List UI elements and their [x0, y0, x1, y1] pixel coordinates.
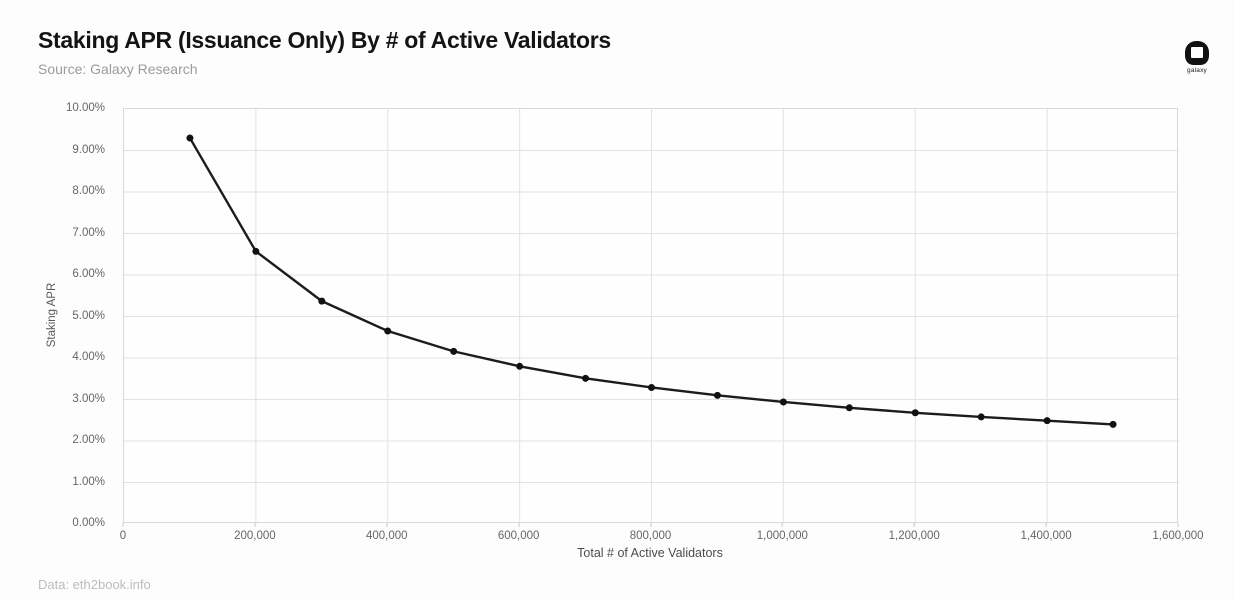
data-point-marker	[713, 391, 721, 399]
data-point-marker	[582, 374, 590, 382]
data-point-marker	[516, 362, 524, 370]
y-tick-label: 9.00%	[72, 143, 105, 156]
data-point-marker	[384, 327, 392, 335]
x-axis-title: Total # of Active Validators	[577, 546, 723, 560]
x-tick-label: 1,200,000	[888, 530, 940, 542]
x-tick-mark	[650, 523, 651, 527]
y-tick-label: 4.00%	[72, 351, 105, 363]
data-point-marker	[911, 409, 919, 417]
data-point-marker	[252, 247, 260, 255]
x-tick-mark	[781, 523, 783, 527]
x-tick-mark	[1045, 523, 1047, 527]
x-tick-label: 800,000	[629, 530, 672, 542]
data-point-marker	[1109, 420, 1117, 428]
x-axis-tick-labels: 0 200,000 400,000 600,000 800,000 1,000,000 1,…	[119, 523, 1204, 547]
x-tick-mark	[386, 523, 388, 527]
data-point-marker	[318, 297, 326, 305]
data-point-markers	[186, 134, 1117, 428]
y-tick-label: 6.00%	[72, 268, 105, 280]
data-point-marker	[845, 404, 853, 412]
x-tick-label: 200,000	[234, 530, 276, 542]
galaxy-logo: galaxy	[1182, 41, 1212, 74]
x-tick-label: 1,000,000	[756, 530, 808, 542]
data-point-marker	[450, 347, 458, 355]
galaxy-logo-icon	[1185, 41, 1209, 65]
data-source-note: Data: eth2book.info	[38, 577, 151, 592]
x-tick-mark	[913, 523, 915, 527]
x-tick-label: 600,000	[497, 530, 540, 542]
chart-title: Staking APR (Issuance Only) By # of Acti…	[38, 27, 611, 53]
y-tick-label: 10.00%	[65, 102, 105, 114]
y-tick-label: 8.00%	[72, 185, 105, 197]
y-tick-label: 3.00%	[72, 392, 105, 405]
galaxy-logo-label: galaxy	[1187, 67, 1207, 74]
y-axis-tick-labels: 0.00% 1.00% 2.00% 3.00% 4.00% 5.00% 6.00% 7.00%…	[0, 102, 113, 529]
y-tick-label: 2.00%	[72, 434, 105, 446]
data-point-marker	[648, 383, 655, 391]
apr-line-chart	[124, 109, 1179, 524]
y-tick-label: 0.00%	[72, 517, 105, 529]
x-tick-label: 0	[119, 530, 127, 542]
x-tick-mark	[122, 523, 124, 527]
x-tick-label: 1,400,000	[1020, 530, 1072, 542]
data-point-marker	[1043, 417, 1051, 425]
x-tick-label: 400,000	[365, 530, 408, 542]
chart-source: Source: Galaxy Research	[38, 61, 198, 77]
gridlines	[124, 109, 1179, 524]
data-point-marker	[186, 134, 194, 142]
plot-area	[123, 108, 1179, 524]
x-tick-mark	[518, 523, 520, 527]
x-tick-mark	[1177, 523, 1179, 527]
data-point-marker	[977, 413, 985, 421]
x-tick-label: 1,600,000	[1152, 530, 1204, 542]
y-tick-label: 7.00%	[72, 226, 105, 239]
y-tick-label: 1.00%	[72, 475, 105, 488]
data-point-marker	[779, 398, 787, 406]
y-tick-label: 5.00%	[72, 309, 105, 322]
x-tick-mark	[254, 523, 256, 527]
